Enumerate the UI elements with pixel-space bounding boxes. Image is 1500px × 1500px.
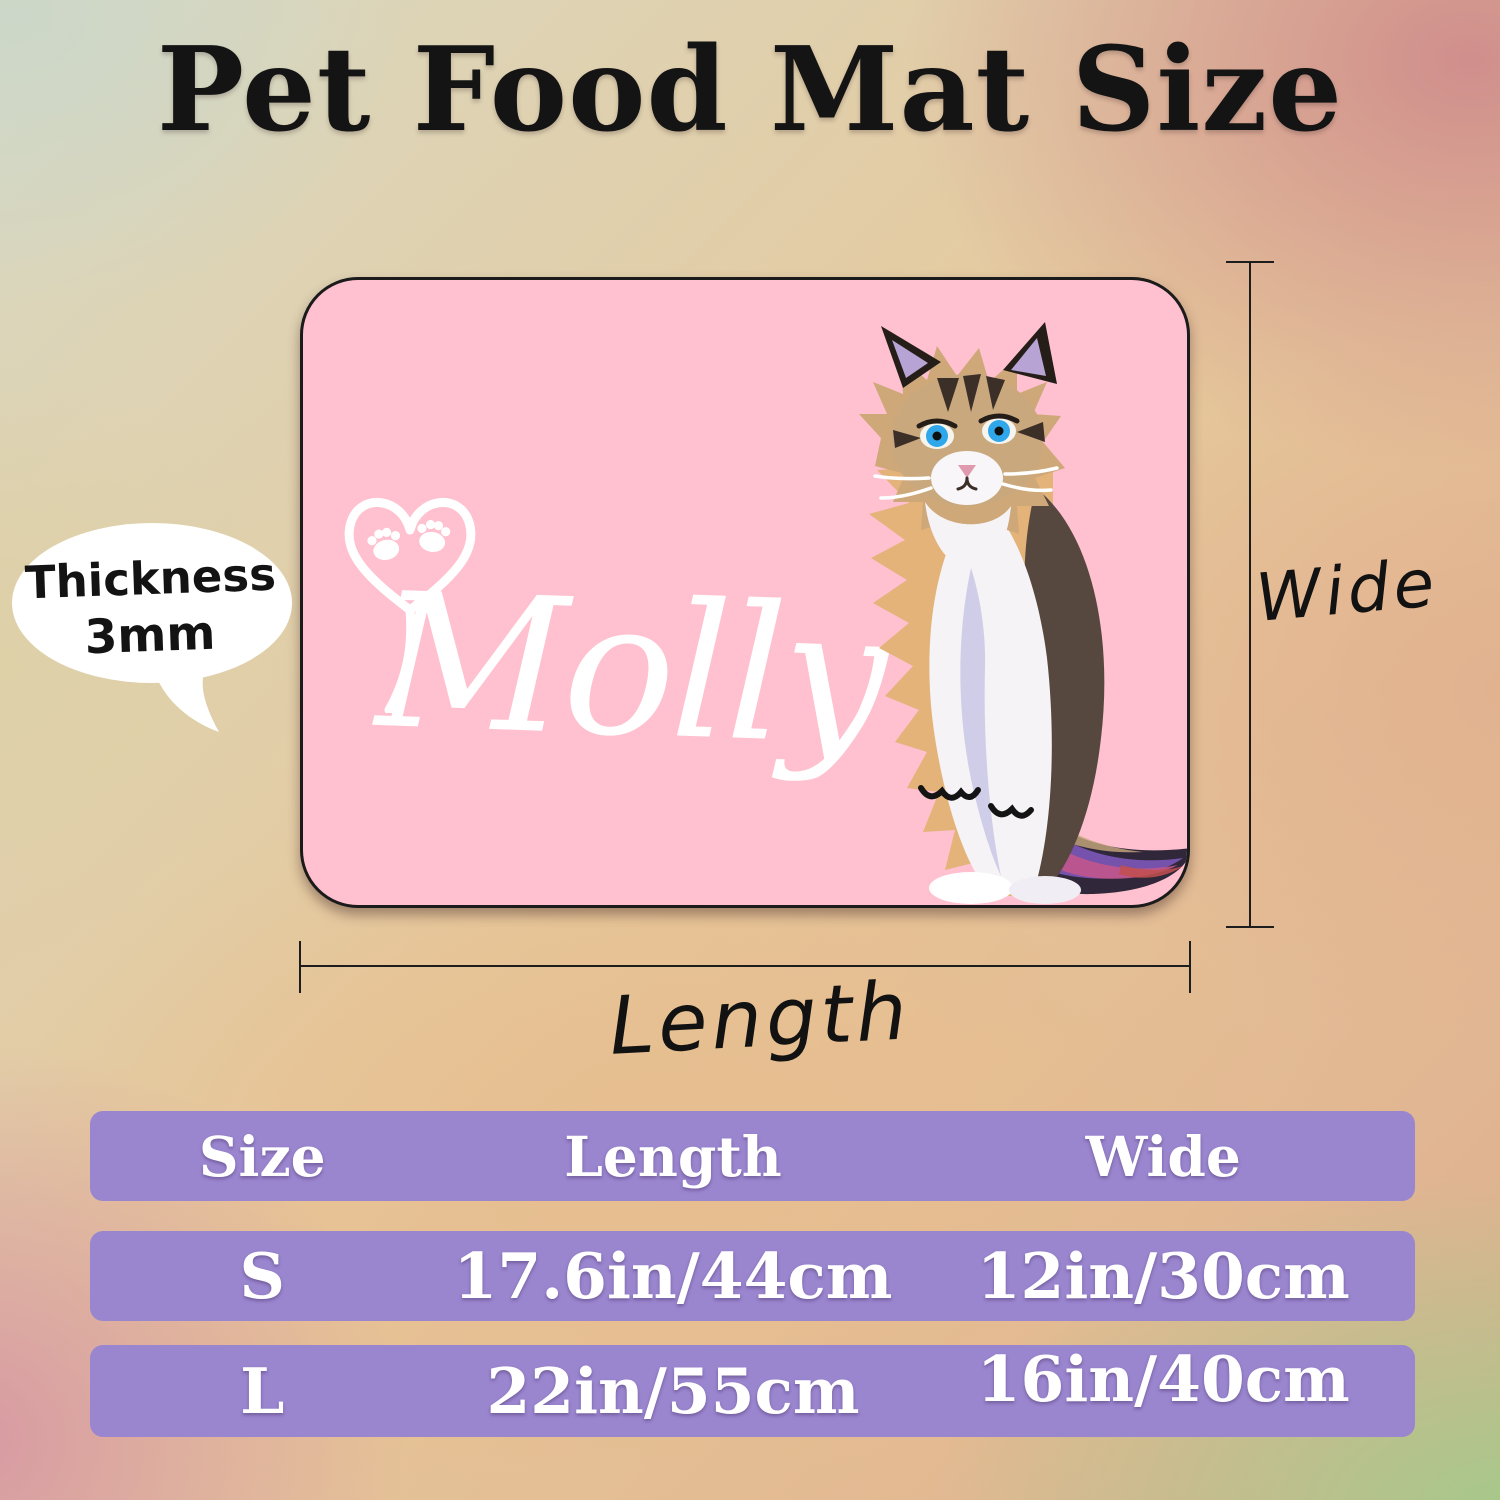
table-row-small: S 17.6in/44cm 12in/30cm (90, 1231, 1415, 1321)
cell-length-l: 22in/55cm (486, 1354, 860, 1428)
table-row-large: L 22in/55cm 16in/40cm (90, 1342, 1415, 1437)
heart-paws-icon (344, 497, 476, 713)
cell-wide-s: 12in/30cm (976, 1239, 1350, 1313)
table-header-row: Size Length Wide (90, 1111, 1415, 1201)
page-title: Pet Food Mat Size (156, 22, 1344, 158)
cell-size-s: S (239, 1239, 286, 1313)
length-dimension-cap-left (299, 941, 301, 993)
thickness-text-line2: 3mm (83, 605, 217, 666)
thickness-bubble (12, 523, 292, 732)
thickness-text-line1: Thickness (24, 547, 277, 610)
wide-label: Wide (1252, 544, 1442, 637)
paw-print-icon (417, 519, 451, 553)
wide-dimension-line (1249, 262, 1251, 928)
length-dimension-line (300, 965, 1190, 967)
cell-wide-l: 16in/40cm (976, 1342, 1350, 1416)
cell-size-l: L (240, 1354, 285, 1428)
wide-dimension-cap-bottom (1226, 926, 1274, 928)
header-cell-size: Size (198, 1123, 326, 1189)
cell-length-s: 17.6in/44cm (453, 1239, 893, 1313)
length-dimension-cap-right (1189, 941, 1191, 993)
cat-illustration (859, 322, 1187, 904)
header-cell-wide: Wide (1085, 1123, 1241, 1189)
wide-dimension-cap-top (1226, 261, 1274, 263)
length-label: Length (607, 964, 913, 1073)
pet-food-mat: Molly (300, 277, 1190, 908)
header-cell-length: Length (564, 1123, 782, 1189)
paw-print-icon (367, 527, 401, 561)
pet-name-text: Molly (373, 552, 888, 787)
